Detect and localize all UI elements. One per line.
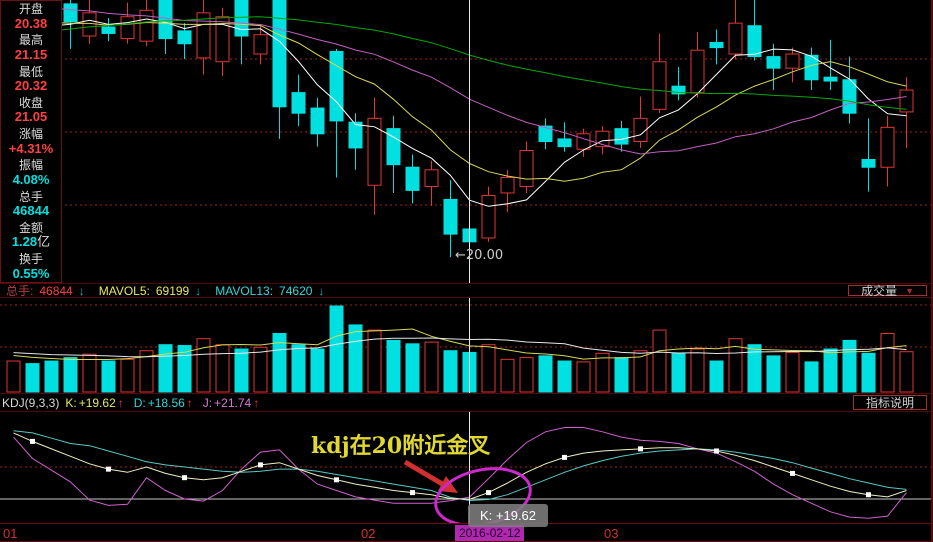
mavol-lines: [13, 328, 907, 360]
time-axis: 01 02 03 2016-02-12: [0, 523, 931, 541]
axis-month-03: 03: [604, 526, 619, 541]
up-arrow-icon: ↑: [253, 395, 260, 410]
k-value: +19.62: [78, 395, 116, 410]
down-arrow-icon: ↓: [78, 283, 85, 298]
low-price-marker: ←20.00: [455, 248, 504, 263]
indicator-help-button[interactable]: 指标说明: [852, 395, 927, 410]
ma-lines: [13, 5, 907, 207]
quote-amplitude: 振幅 4.08%: [12, 158, 50, 187]
crosshair-date-flag: 2016-02-12: [455, 525, 525, 541]
chevron-down-icon: ▼: [905, 285, 914, 296]
kdj-lines: [13, 427, 907, 519]
quote-change-pct: 涨幅 +4.31%: [8, 127, 54, 156]
down-arrow-icon: ↓: [318, 283, 325, 298]
k-label: K:: [65, 395, 77, 410]
mavol5-value: 69199: [155, 283, 190, 298]
k-value-tooltip: K: +19.62: [468, 504, 549, 527]
quote-amount: 金额 1.28亿: [11, 220, 51, 250]
volume-value: 46844: [39, 283, 73, 298]
axis-month-01: 01: [3, 526, 18, 541]
up-arrow-icon: ↑: [117, 395, 124, 410]
candles-layer: [6, 0, 914, 258]
j-value: +21.74: [214, 395, 252, 410]
volume-bars: [6, 305, 914, 393]
kdj-header: KDJ(9,3,3) K: +19.62 ↑ D: +18.56 ↑ J: +2…: [0, 393, 931, 412]
mavol13-value: 74620: [279, 283, 313, 298]
up-arrow-icon: ↑: [186, 395, 193, 410]
volume-indicator-selector[interactable]: 成交量 ▼: [848, 284, 927, 298]
d-value: +18.56: [147, 395, 185, 410]
quote-low: 最低 20.32: [14, 64, 48, 93]
quote-panel: 开盘 20.38 最高 21.15 最低 20.32 收盘 21.05 涨幅 +…: [0, 0, 62, 283]
quote-turnover: 换手 0.55%: [12, 252, 50, 281]
quote-high: 最高 21.15: [14, 33, 48, 62]
quote-total-volume: 总手 46844: [12, 189, 50, 218]
gridlines: [0, 58, 931, 500]
axis-month-02: 02: [361, 526, 376, 541]
mavol5-label: MAVOL5:: [98, 283, 150, 298]
quote-close: 收盘 21.05: [14, 95, 48, 125]
quote-open: 开盘 20.38: [14, 2, 48, 31]
volume-header: 总手: 46844 ↓ MAVOL5: 69199 ↓ MAVOL13: 746…: [0, 283, 931, 298]
down-arrow-icon: ↓: [195, 283, 202, 298]
mavol13-label: MAVOL13:: [215, 283, 274, 298]
j-label: J:: [202, 395, 213, 410]
volume-label: 总手:: [6, 284, 34, 298]
kdj-title: KDJ(9,3,3): [2, 395, 60, 410]
golden-cross-annotation: kdj在20附近金叉: [311, 433, 491, 459]
d-label: D:: [133, 395, 146, 410]
